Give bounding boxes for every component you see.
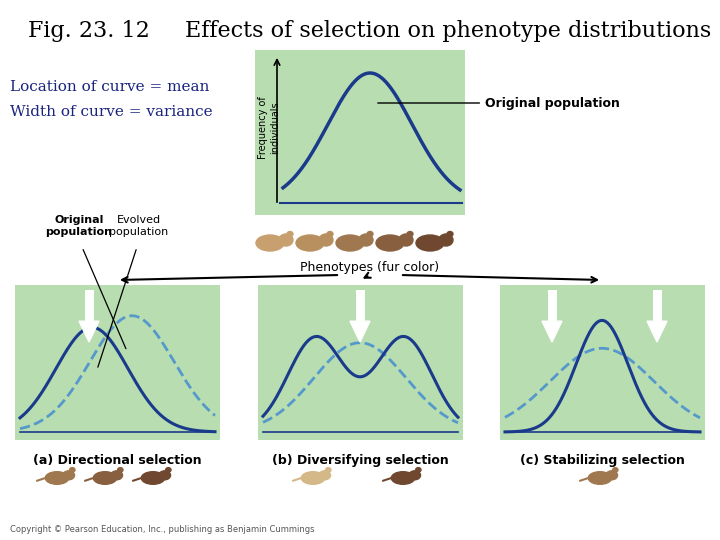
Text: (a) Directional selection: (a) Directional selection — [32, 454, 202, 467]
Ellipse shape — [415, 468, 421, 472]
Ellipse shape — [613, 468, 618, 472]
Polygon shape — [647, 321, 667, 342]
Ellipse shape — [416, 235, 444, 251]
Ellipse shape — [111, 471, 122, 480]
Text: Original
population: Original population — [45, 215, 112, 237]
Text: Phenotypes (fur color): Phenotypes (fur color) — [300, 261, 440, 274]
Ellipse shape — [319, 234, 333, 246]
Ellipse shape — [117, 468, 123, 472]
Bar — [652, 290, 662, 321]
Ellipse shape — [256, 235, 284, 251]
Ellipse shape — [359, 234, 373, 246]
Ellipse shape — [94, 472, 117, 484]
Ellipse shape — [407, 232, 413, 237]
Ellipse shape — [63, 471, 75, 480]
Text: (c) Stabilizing selection: (c) Stabilizing selection — [520, 454, 685, 467]
Text: Location of curve = mean: Location of curve = mean — [10, 80, 210, 94]
Ellipse shape — [336, 235, 364, 251]
Text: Evolved
population: Evolved population — [109, 215, 168, 237]
Ellipse shape — [319, 471, 330, 480]
Text: Original population: Original population — [378, 97, 620, 110]
Ellipse shape — [399, 234, 413, 246]
Ellipse shape — [296, 235, 324, 251]
Text: Width of curve = variance: Width of curve = variance — [10, 105, 212, 119]
Ellipse shape — [159, 471, 171, 480]
Text: Fig. 23. 12: Fig. 23. 12 — [28, 20, 150, 42]
Bar — [258, 285, 463, 440]
Ellipse shape — [287, 232, 293, 237]
Polygon shape — [79, 321, 99, 342]
Bar — [15, 285, 220, 440]
Text: (b) Diversifying selection: (b) Diversifying selection — [271, 454, 449, 467]
Ellipse shape — [367, 232, 373, 237]
Polygon shape — [350, 321, 370, 342]
Ellipse shape — [588, 472, 612, 484]
Ellipse shape — [70, 468, 75, 472]
Ellipse shape — [391, 472, 415, 484]
Bar — [500, 285, 705, 440]
Ellipse shape — [141, 472, 165, 484]
Bar — [356, 290, 364, 321]
Text: Effects of selection on phenotype distributions: Effects of selection on phenotype distri… — [185, 20, 711, 42]
Text: Copyright © Pearson Education, Inc., publishing as Benjamin Cummings: Copyright © Pearson Education, Inc., pub… — [10, 525, 315, 534]
Ellipse shape — [606, 471, 618, 480]
Ellipse shape — [439, 234, 453, 246]
Ellipse shape — [166, 468, 171, 472]
Ellipse shape — [327, 232, 333, 237]
Bar — [255, 50, 465, 215]
Bar — [84, 290, 94, 321]
Ellipse shape — [325, 468, 331, 472]
Ellipse shape — [279, 234, 293, 246]
Ellipse shape — [409, 471, 420, 480]
Ellipse shape — [376, 235, 404, 251]
Ellipse shape — [45, 472, 68, 484]
Text: Frequency of
individuals: Frequency of individuals — [258, 97, 280, 159]
Bar — [547, 290, 557, 321]
Ellipse shape — [301, 472, 325, 484]
Ellipse shape — [447, 232, 453, 237]
Polygon shape — [542, 321, 562, 342]
